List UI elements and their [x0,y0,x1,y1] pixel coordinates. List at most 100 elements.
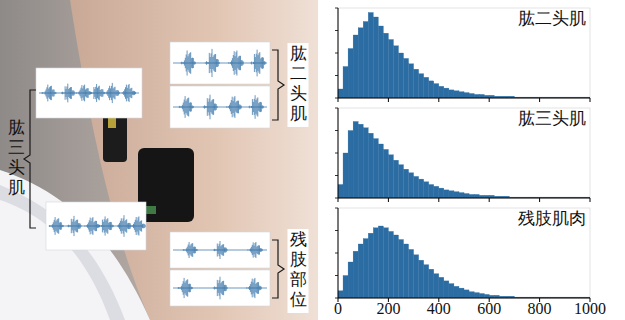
waveform-inset [170,42,270,84]
bar [404,169,409,198]
bar [393,160,398,198]
waveform-inset [46,202,146,250]
bar [348,262,353,298]
y-tick [335,298,338,299]
bracket [272,50,284,120]
y-tick [335,175,338,176]
bar [368,13,373,99]
bars [338,226,590,298]
y-tick [335,208,338,209]
bar [449,284,454,298]
bar [358,28,363,98]
bracket [272,240,284,298]
waveform-inset [170,232,270,268]
inset-frame [170,86,270,128]
y-tick [335,130,338,131]
x-tick-label: 0 [334,300,342,317]
inset-frame [170,42,270,84]
bar [343,276,348,299]
bar [353,122,358,199]
bar [338,185,343,199]
bracket [24,90,36,228]
label-char: 肌 [290,104,307,123]
bar [469,94,474,99]
bar [348,49,353,99]
waveform-inset [36,68,142,118]
bar [388,40,393,99]
y-tick [335,98,338,99]
bar [338,291,343,298]
bar [383,228,388,298]
x-tick [338,98,339,102]
x-tick-label: 800 [528,300,552,317]
plot-frame [338,8,590,98]
bar [454,286,459,298]
x-axis [338,198,590,199]
x-tick-label: 1000 [574,300,606,317]
label-char: 二 [290,64,307,83]
bar [419,74,424,98]
bar [474,194,479,198]
bar [479,294,484,299]
figure: 肱三头肌肱二头肌残肢部位肱二头肌肱三头肌02004006008001000残肢肌… [0,0,625,320]
bar [353,35,358,98]
label-char: 肌 [8,178,25,197]
bar [373,139,378,198]
sleeve [0,170,150,320]
bar [444,281,449,298]
sensor-large [138,148,194,222]
sensor-light [108,118,116,128]
panel [335,8,590,102]
panel-title: 肱二头肌 [518,9,586,28]
inset-wave [39,83,139,103]
bar [414,69,419,98]
bar [363,128,368,198]
label-ground [288,229,309,313]
bar [363,22,368,99]
y-tick [335,108,338,109]
inset-frame [170,270,270,306]
label-char: 肱 [290,44,307,63]
bar [464,93,469,98]
label-char: 残 [290,230,307,249]
plot-frame [338,208,590,298]
bar [484,294,489,298]
bar [398,165,403,198]
x-tick [489,98,490,102]
y-tick [335,75,338,76]
x-tick [590,98,591,102]
y-tick [335,30,338,31]
y-tick [335,198,338,199]
x-tick [388,198,389,202]
x-tick [590,198,591,202]
waveform-inset [170,86,270,128]
x-tick [539,198,540,202]
bar [398,53,403,98]
bar [383,33,388,98]
label-char: 头 [290,84,307,103]
bar [358,244,363,298]
x-axis [338,298,590,299]
bar [444,88,449,98]
bar [373,228,378,298]
bar [469,194,474,198]
bar [459,92,464,98]
inset-frame [36,68,142,118]
bar [363,239,368,298]
bar [414,255,419,298]
label-char: 肢 [290,250,307,269]
photo [0,0,318,320]
bar [459,288,464,298]
x-tick [438,98,439,102]
label-char: 三 [8,138,25,157]
x-tick-label: 200 [376,300,400,317]
x-tick [489,198,490,202]
bar [479,94,484,98]
bar [409,249,414,298]
bar [398,240,403,299]
label-char: 位 [290,290,307,309]
bar [388,231,393,298]
bar [474,94,479,98]
bar [409,64,414,98]
bar [434,186,439,198]
